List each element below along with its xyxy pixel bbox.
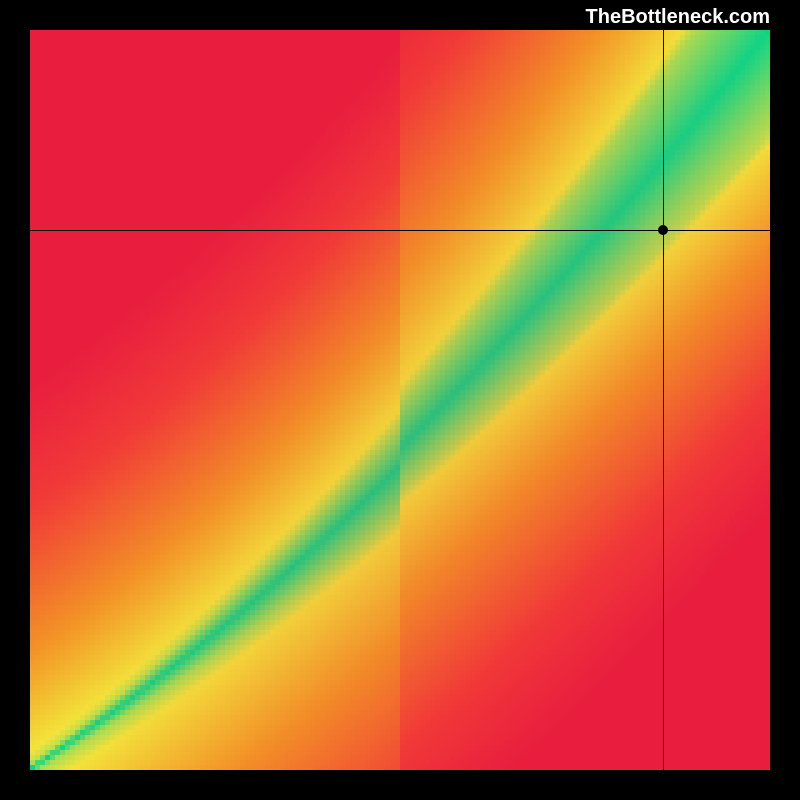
marker-dot	[658, 225, 668, 235]
watermark-label: TheBottleneck.com	[586, 6, 770, 29]
crosshair-vertical	[663, 30, 664, 770]
heatmap-plot	[30, 30, 770, 770]
chart-container: TheBottleneck.com	[0, 0, 800, 800]
heatmap-canvas	[30, 30, 770, 770]
